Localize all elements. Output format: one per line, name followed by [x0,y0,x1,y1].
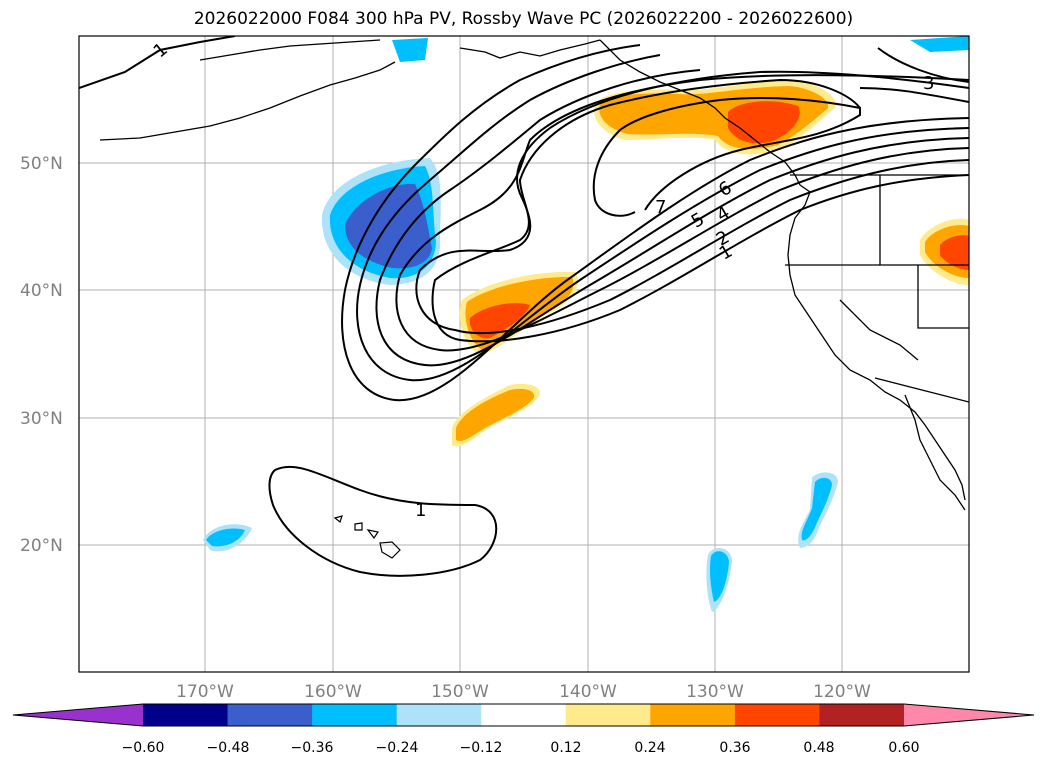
colorbar-tick-label: −0.36 [291,740,334,756]
colorbar-segment [312,704,398,726]
colorbar-segment [819,704,905,726]
contour-label: 7 [655,197,666,218]
lon-label: 130°W [686,682,744,702]
lon-label: 150°W [431,682,489,702]
colorbar-tick-label: −0.24 [376,740,419,756]
longitude-labels: 170°W 160°W 150°W 140°W 130°W 120°W [176,682,871,702]
map-background [79,36,969,672]
colorbar-segment [481,704,567,726]
colorbar-segment [143,704,229,726]
lon-label: 170°W [176,682,234,702]
colorbar-segment [565,704,651,726]
lat-label: 20°N [20,536,63,556]
colorbar-segment [227,704,313,726]
colorbar-tick-label: −0.60 [122,740,165,756]
colorbar [12,703,1035,727]
colorbar-tick-label: 0.12 [550,740,581,756]
lon-label: 120°W [813,682,871,702]
colorbar-extend-low [13,704,143,726]
pv-contours [79,36,969,577]
coastlines [99,39,969,511]
colorbar-outline [12,703,1035,727]
map-frame [78,35,970,673]
lat-label: 40°N [20,281,63,301]
colorbar-segment [734,704,820,726]
colorbar-tick-label: 0.36 [719,740,750,756]
colorbar-labels: −0.60 −0.48 −0.36 −0.24 −0.12 0.12 0.24 … [122,740,920,756]
colorbar-tick-label: 0.48 [803,740,834,756]
contour-label: 3 [923,73,934,94]
colorbar-segment [396,704,482,726]
colorbar-tick-label: −0.12 [460,740,503,756]
hawaii-islands [333,515,401,559]
lat-label: 50°N [20,154,63,174]
colorbar-tick-label: 0.24 [634,740,665,756]
lat-label: 30°N [20,409,63,429]
lon-label: 160°W [304,682,362,702]
lon-label: 140°W [559,682,617,702]
colorbar-extend-high [904,704,1034,726]
colorbar-tick-label: 0.60 [888,740,919,756]
latitude-labels: 50°N 40°N 30°N 20°N [20,154,63,556]
positive-anomaly-regions [452,80,969,447]
contour-label: 1 [415,500,426,521]
colorbar-segment [650,704,736,726]
map-title: 2026022000 F084 300 hPa PV, Rossby Wave … [193,9,854,29]
negative-anomaly-regions [203,36,969,612]
colorbar-tick-label: −0.48 [207,740,250,756]
